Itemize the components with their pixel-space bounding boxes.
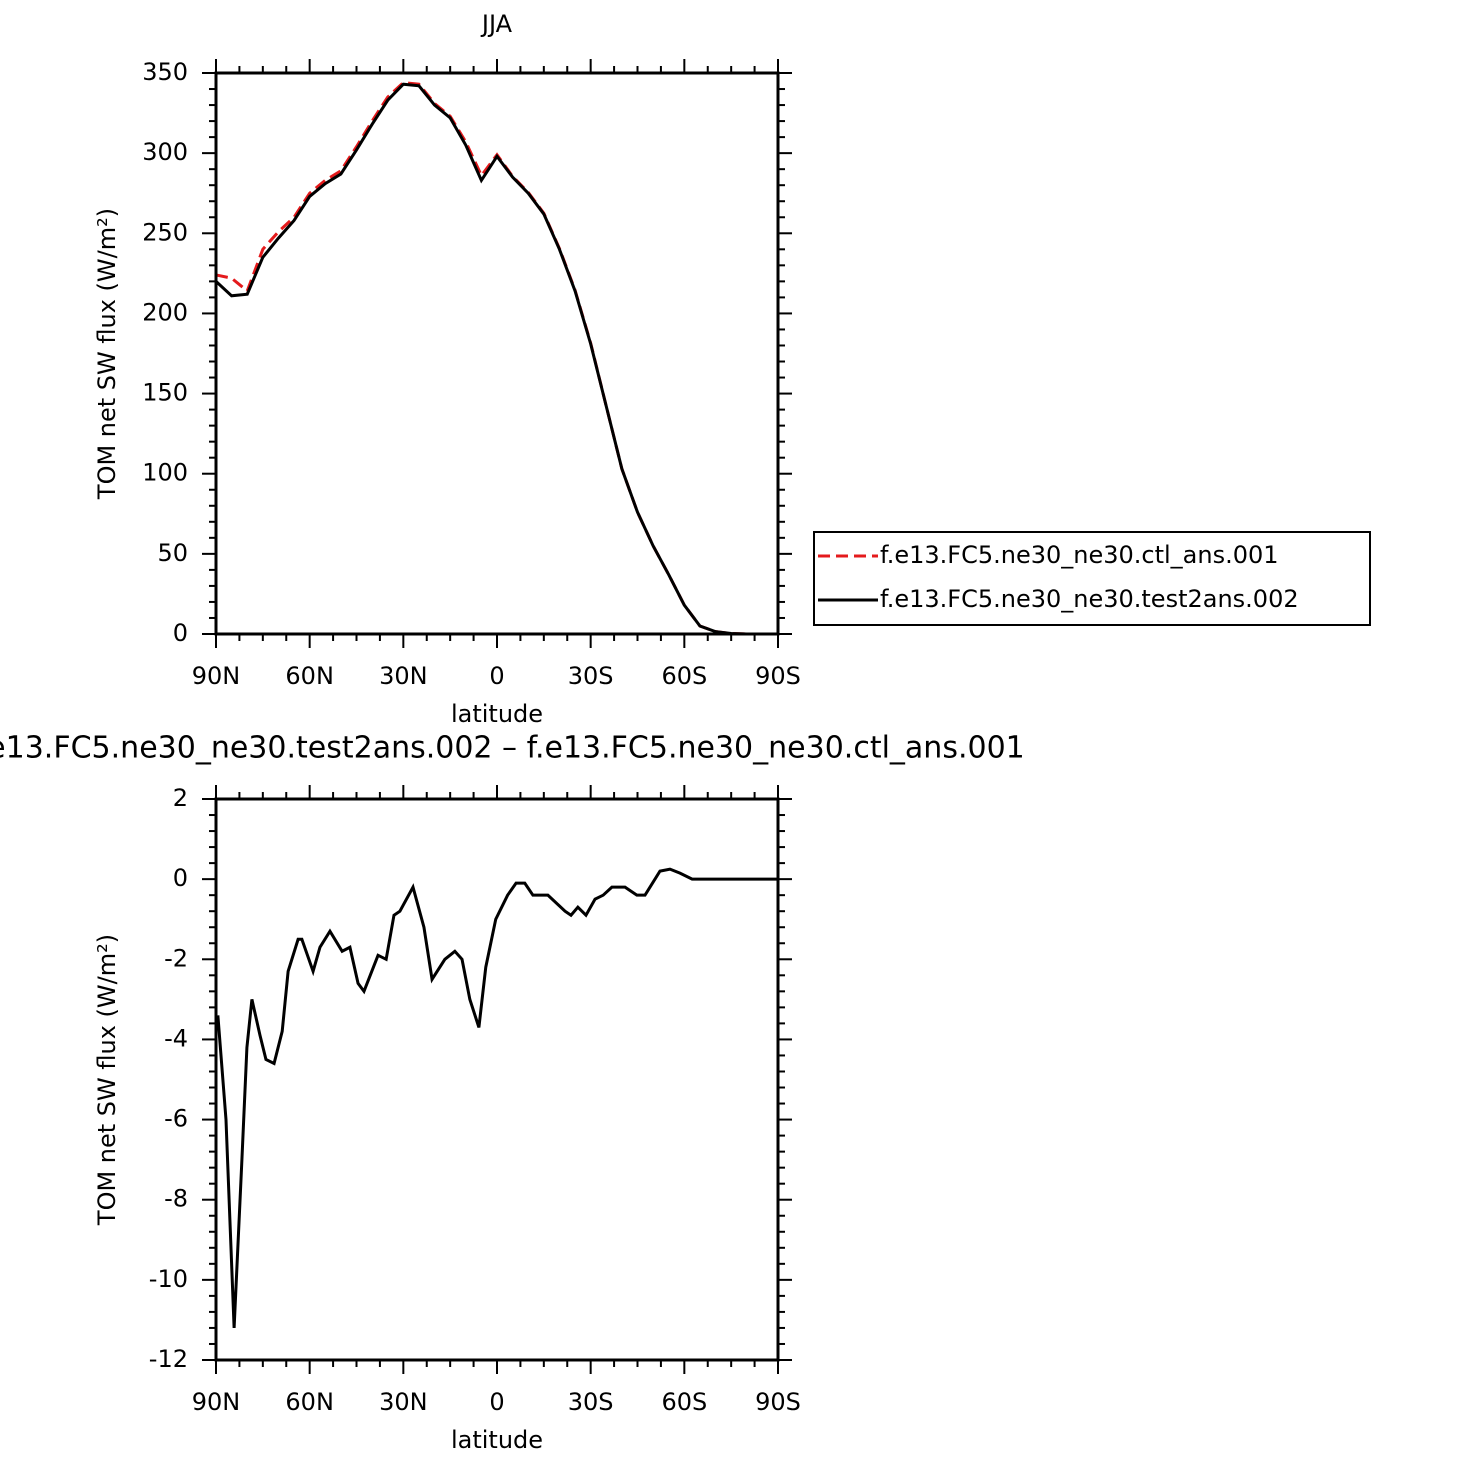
y-tick-label: 300 — [142, 138, 188, 166]
chart-title: f.e13.FC5.ne30_ne30.test2ans.002 – f.e13… — [0, 731, 1025, 766]
y-tick-label: 200 — [142, 298, 188, 326]
x-tick-label: 30N — [379, 1388, 428, 1416]
x-tick-label: 60S — [661, 1388, 707, 1416]
y-tick-label: 250 — [142, 218, 188, 246]
series-line — [215, 81, 778, 636]
x-tick-label: 0 — [489, 662, 504, 690]
y-tick-label: 350 — [142, 58, 188, 86]
y-tick-label: 50 — [157, 539, 188, 567]
x-tick-label: 30S — [568, 662, 614, 690]
plot-frame — [214, 797, 780, 1362]
x-tick-label: 30N — [379, 662, 428, 690]
x-tick-label: 0 — [489, 1388, 504, 1416]
y-tick-label: 100 — [142, 459, 188, 487]
chart-title: JJA — [480, 10, 513, 38]
x-tick-label: 60S — [661, 662, 707, 690]
x-tick-label: 90S — [755, 1388, 801, 1416]
y-tick-label: -10 — [149, 1265, 188, 1293]
y-tick-label: -8 — [164, 1185, 188, 1213]
series-line — [214, 82, 778, 636]
y-tick-label: -6 — [164, 1105, 188, 1133]
legend-label: f.e13.FC5.ne30_ne30.test2ans.002 — [880, 585, 1299, 613]
series-line — [216, 867, 778, 1329]
y-tick-label: 0 — [173, 619, 188, 647]
x-tick-label: 60N — [285, 1388, 334, 1416]
legend-box — [813, 531, 1371, 626]
y-tick-label: -2 — [164, 944, 188, 972]
legend-label: f.e13.FC5.ne30_ne30.ctl_ans.001 — [880, 541, 1279, 569]
y-axis-label: TOM net SW flux (W/m²) — [93, 934, 121, 1226]
x-axis-label: latitude — [451, 1426, 543, 1454]
x-tick-label: 90S — [755, 662, 801, 690]
x-axis-label: latitude — [451, 700, 543, 728]
y-tick-label: 0 — [173, 864, 188, 892]
x-tick-label: 90N — [192, 1388, 241, 1416]
x-tick-label: 30S — [568, 1388, 614, 1416]
y-tick-label: 150 — [142, 379, 188, 407]
y-axis-label: TOM net SW flux (W/m²) — [93, 208, 121, 500]
x-tick-label: 60N — [285, 662, 334, 690]
y-tick-label: -4 — [164, 1024, 188, 1052]
x-tick-label: 90N — [192, 662, 241, 690]
plot-frame — [214, 71, 780, 636]
y-tick-label: -12 — [149, 1345, 188, 1373]
y-tick-label: 2 — [173, 784, 188, 812]
